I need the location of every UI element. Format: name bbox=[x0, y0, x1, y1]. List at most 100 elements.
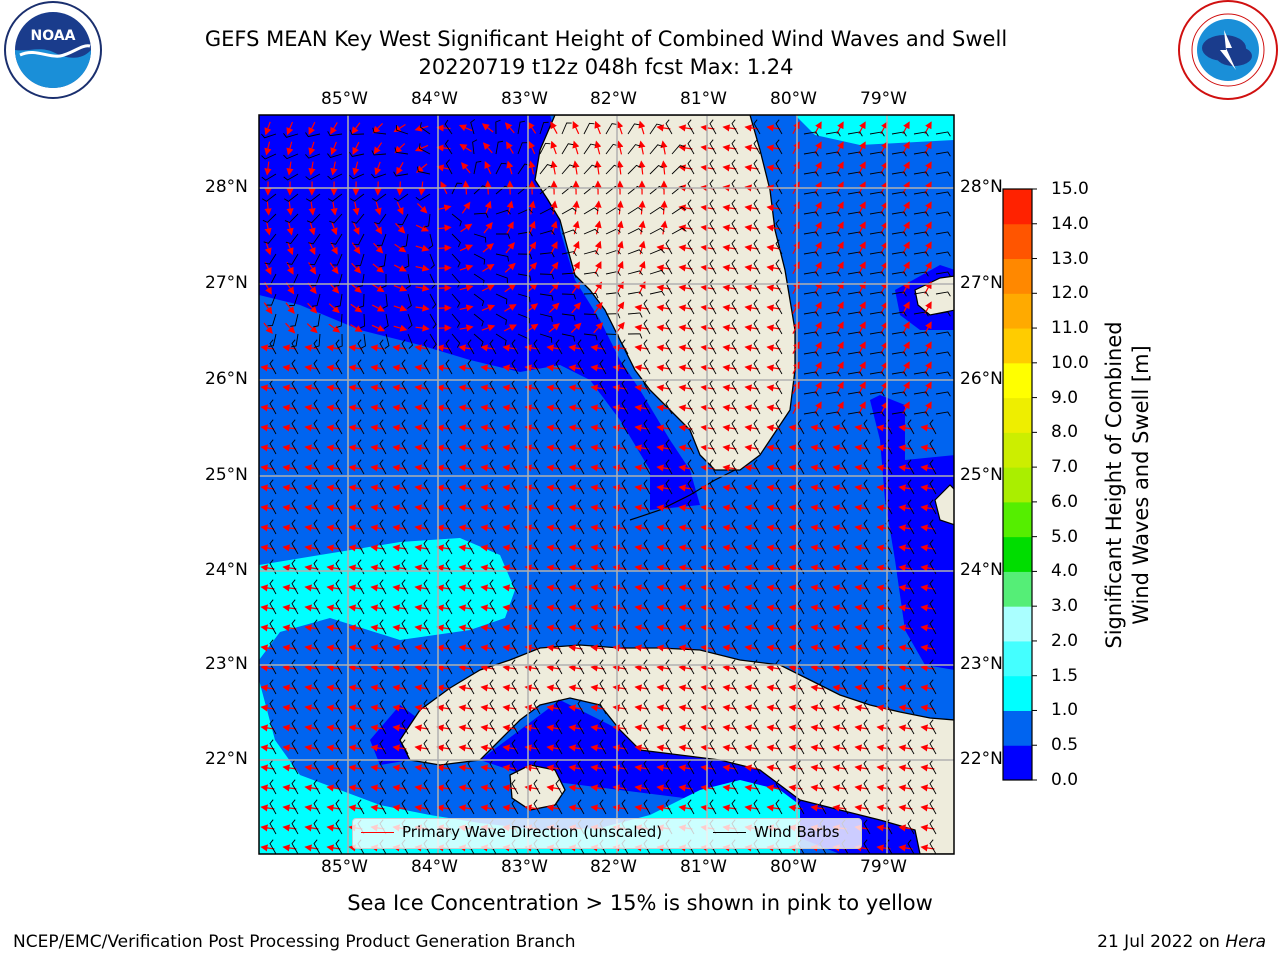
wind-barb bbox=[418, 143, 431, 155]
wave-arrow bbox=[348, 684, 363, 692]
wave-arrow bbox=[326, 704, 341, 712]
wave-arrow bbox=[546, 464, 561, 472]
wave-arrow bbox=[744, 504, 759, 512]
wave-arrow bbox=[722, 664, 737, 672]
wave-arrow bbox=[898, 844, 913, 852]
lon-label-bottom-83w: 83°W bbox=[501, 857, 548, 877]
wave-arrow bbox=[282, 724, 297, 732]
wind-barb bbox=[444, 139, 453, 155]
wave-arrow bbox=[546, 804, 561, 812]
colorbar-bin-13.0-14.0 bbox=[1003, 223, 1032, 260]
wind-barb bbox=[583, 164, 597, 175]
wave-arrow bbox=[678, 424, 693, 432]
wave-arrow bbox=[329, 262, 339, 275]
wave-arrow bbox=[392, 424, 407, 432]
wave-arrow bbox=[678, 384, 693, 392]
wave-arrow bbox=[502, 464, 517, 472]
ocean-band-1.0-1.5-north bbox=[795, 115, 954, 145]
wave-arrow bbox=[898, 824, 913, 832]
wave-arrow bbox=[634, 484, 649, 492]
wind-barb bbox=[583, 143, 596, 155]
wave-arrow bbox=[678, 444, 693, 452]
wave-arrow bbox=[352, 221, 360, 236]
wave-arrow bbox=[546, 604, 561, 612]
wave-arrow bbox=[308, 221, 316, 236]
lon-label-top-82w: 82°W bbox=[590, 89, 637, 109]
wave-arrow bbox=[656, 544, 671, 552]
wave-arrow bbox=[282, 424, 297, 432]
wave-arrow bbox=[616, 140, 624, 155]
wind-barb bbox=[891, 131, 907, 137]
land-grand-bahama bbox=[914, 275, 954, 316]
wave-arrow bbox=[350, 283, 362, 294]
wave-arrow bbox=[590, 604, 605, 612]
wave-arrow bbox=[766, 264, 781, 272]
wave-arrow bbox=[393, 324, 408, 332]
wave-arrow bbox=[546, 544, 561, 552]
wind-barb bbox=[371, 173, 387, 179]
wave-arrow bbox=[568, 404, 583, 412]
wave-arrow bbox=[678, 684, 693, 692]
wave-arrow bbox=[458, 364, 473, 372]
wave-arrow bbox=[370, 604, 385, 612]
wave-arrow bbox=[744, 124, 759, 132]
wave-arrow bbox=[414, 724, 429, 732]
wave-arrow bbox=[480, 804, 495, 812]
wind-barb bbox=[417, 166, 431, 175]
wave-arrow bbox=[436, 444, 451, 452]
wave-arrow bbox=[788, 724, 803, 732]
wave-arrow bbox=[414, 744, 429, 752]
wave-arrow bbox=[678, 224, 693, 232]
wave-arrow bbox=[810, 444, 825, 452]
wave-arrow bbox=[458, 784, 473, 792]
colorbar-bin-10.0-11.0 bbox=[1003, 328, 1032, 364]
wave-arrow bbox=[634, 524, 649, 532]
wave-arrow bbox=[656, 684, 671, 692]
wave-arrow bbox=[504, 304, 517, 312]
wave-arrow bbox=[722, 364, 737, 372]
wave-arrow bbox=[766, 384, 781, 392]
wave-arrow bbox=[285, 302, 295, 315]
wave-arrow bbox=[788, 484, 803, 492]
wave-arrow bbox=[854, 624, 869, 632]
wave-arrow bbox=[612, 644, 627, 652]
wind-barb bbox=[649, 165, 664, 175]
wave-arrow bbox=[458, 404, 473, 412]
wave-arrow bbox=[700, 784, 715, 792]
ocean-band-1.0-1.5-strait bbox=[259, 538, 515, 660]
wave-arrow bbox=[330, 221, 338, 236]
wave-arrow bbox=[722, 124, 737, 132]
wave-arrow bbox=[571, 302, 582, 314]
ocean-band-0-0.5-atlantic-east bbox=[870, 395, 954, 670]
wave-arrow bbox=[678, 284, 693, 292]
wave-arrow bbox=[634, 724, 649, 732]
wave-arrow bbox=[304, 444, 319, 452]
wave-arrow bbox=[282, 484, 297, 492]
wave-arrow bbox=[722, 324, 737, 332]
wave-arrow bbox=[788, 424, 803, 432]
wave-arrow bbox=[898, 544, 913, 552]
wave-arrow bbox=[304, 744, 319, 752]
wave-arrow bbox=[504, 283, 517, 293]
wave-arrow bbox=[744, 284, 759, 292]
wave-arrow bbox=[700, 264, 715, 272]
wave-arrow bbox=[590, 564, 605, 572]
wave-arrow bbox=[678, 484, 693, 492]
legend-swatch-black-line bbox=[713, 831, 746, 833]
wind-barb bbox=[473, 160, 482, 175]
wave-arrow bbox=[351, 122, 361, 135]
wave-arrow bbox=[370, 764, 385, 772]
wave-arrow bbox=[414, 684, 429, 692]
wave-arrow bbox=[394, 243, 407, 253]
wave-arrow bbox=[832, 584, 847, 592]
wave-arrow bbox=[590, 724, 605, 732]
wave-arrow bbox=[572, 120, 580, 135]
wave-arrow bbox=[722, 244, 737, 252]
wind-barb bbox=[495, 162, 507, 175]
wave-arrow bbox=[304, 784, 319, 792]
wave-arrow bbox=[766, 144, 781, 152]
wave-arrow bbox=[920, 844, 935, 852]
colorbar-tick-label: 6.0 bbox=[1051, 491, 1079, 512]
wave-arrow bbox=[612, 744, 627, 752]
wave-arrow bbox=[461, 162, 471, 174]
